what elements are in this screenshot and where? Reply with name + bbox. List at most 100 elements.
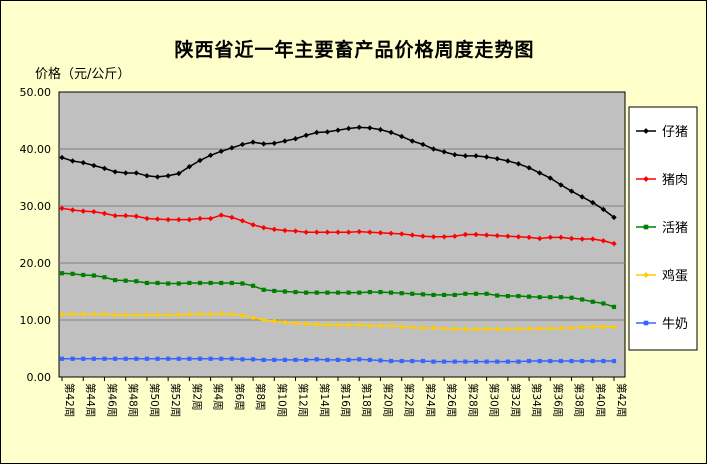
data-point bbox=[70, 271, 75, 276]
data-point bbox=[410, 358, 415, 364]
data-point bbox=[314, 357, 319, 362]
data-point bbox=[218, 212, 224, 218]
legend-label: 猪肉 bbox=[662, 173, 688, 188]
data-point bbox=[568, 235, 575, 242]
data-point bbox=[112, 312, 118, 318]
data-point bbox=[515, 234, 522, 240]
data-point bbox=[166, 356, 171, 361]
data-point bbox=[579, 194, 585, 200]
data-point bbox=[452, 233, 458, 239]
data-point bbox=[229, 280, 234, 286]
data-point bbox=[388, 323, 394, 329]
data-point bbox=[548, 358, 553, 364]
data-point bbox=[133, 312, 140, 318]
data-point bbox=[377, 230, 384, 236]
data-point bbox=[442, 359, 447, 364]
data-point bbox=[282, 357, 288, 362]
legend-marker bbox=[643, 272, 649, 278]
data-point bbox=[601, 301, 606, 306]
data-point bbox=[558, 234, 564, 241]
data-point bbox=[229, 145, 235, 151]
data-point bbox=[398, 133, 405, 140]
data-point bbox=[611, 358, 617, 364]
data-point bbox=[271, 318, 278, 324]
data-point bbox=[59, 271, 65, 276]
data-point bbox=[207, 311, 214, 317]
data-point bbox=[430, 234, 437, 240]
data-point bbox=[208, 356, 213, 361]
data-point bbox=[558, 295, 564, 300]
data-point bbox=[260, 317, 267, 323]
data-point bbox=[134, 356, 139, 361]
data-point bbox=[80, 159, 86, 166]
data-point bbox=[558, 325, 564, 331]
data-point bbox=[367, 125, 373, 131]
data-point bbox=[516, 359, 521, 364]
data-point bbox=[345, 125, 352, 132]
data-point bbox=[345, 229, 352, 235]
data-point bbox=[473, 291, 479, 296]
data-point bbox=[176, 170, 182, 177]
data-point bbox=[569, 295, 574, 300]
series-1 bbox=[59, 124, 617, 221]
data-point bbox=[611, 324, 617, 330]
data-point bbox=[335, 127, 341, 133]
data-point bbox=[314, 290, 319, 295]
data-point bbox=[80, 311, 86, 317]
data-point bbox=[197, 215, 203, 222]
legend-item: 仔猪 bbox=[636, 125, 688, 140]
data-point bbox=[505, 326, 511, 332]
x-tick-label: 第42周 bbox=[63, 383, 76, 417]
x-tick-label: 第52周 bbox=[169, 383, 182, 417]
x-tick-label: 第24周 bbox=[424, 383, 437, 417]
data-point bbox=[346, 357, 351, 362]
data-point bbox=[569, 358, 574, 364]
data-point bbox=[81, 356, 86, 361]
data-point bbox=[430, 325, 437, 331]
data-point bbox=[420, 141, 426, 148]
data-point bbox=[271, 226, 278, 233]
data-point bbox=[293, 289, 298, 295]
data-point bbox=[409, 138, 416, 144]
data-point bbox=[505, 293, 510, 299]
data-point bbox=[102, 275, 107, 280]
data-point bbox=[101, 210, 108, 217]
data-point bbox=[420, 233, 426, 239]
x-tick-label: 第34周 bbox=[530, 383, 543, 417]
data-point bbox=[505, 158, 511, 164]
y-tick-label: 50.00 bbox=[20, 86, 52, 99]
data-point bbox=[250, 357, 256, 362]
data-point bbox=[303, 321, 309, 327]
plot-area bbox=[58, 91, 626, 378]
y-tick-label: 0.00 bbox=[27, 371, 52, 384]
data-point bbox=[346, 290, 351, 295]
data-point bbox=[229, 356, 234, 361]
data-point bbox=[388, 230, 394, 237]
data-point bbox=[260, 224, 267, 231]
data-point bbox=[399, 291, 404, 296]
chart-title: 陕西省近一年主要畜产品价格周度走势图 bbox=[174, 39, 535, 61]
data-point bbox=[282, 319, 288, 325]
data-point bbox=[165, 216, 171, 223]
x-tick-label: 第8周 bbox=[254, 383, 267, 411]
x-tick-label: 第46周 bbox=[105, 383, 118, 417]
data-point bbox=[69, 207, 76, 213]
data-point bbox=[377, 126, 384, 133]
data-point bbox=[176, 312, 182, 318]
legend-marker bbox=[643, 128, 649, 134]
x-tick-label: 第48周 bbox=[127, 383, 140, 417]
data-point bbox=[580, 297, 585, 302]
data-point bbox=[580, 358, 585, 364]
data-point bbox=[197, 280, 203, 286]
data-point bbox=[314, 229, 320, 235]
data-point bbox=[187, 280, 192, 286]
data-point bbox=[526, 294, 532, 299]
data-point bbox=[590, 324, 596, 330]
data-point bbox=[579, 324, 585, 331]
y-axis-ticks: 0.00 10.00 20.00 30.00 40.00 50.00 bbox=[20, 86, 52, 384]
data-point bbox=[324, 229, 331, 235]
data-point bbox=[494, 232, 500, 239]
data-point bbox=[155, 280, 160, 286]
data-point bbox=[484, 359, 489, 364]
data-point bbox=[611, 304, 617, 309]
